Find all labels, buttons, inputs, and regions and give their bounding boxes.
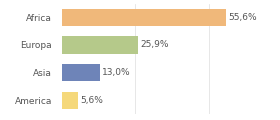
Text: 25,9%: 25,9% [141,40,169,49]
Text: 55,6%: 55,6% [228,13,257,22]
Bar [62,36,138,54]
Bar [62,64,100,81]
Bar [62,9,226,26]
Text: 5,6%: 5,6% [81,96,103,105]
Text: 13,0%: 13,0% [102,68,131,77]
Bar [62,92,78,109]
